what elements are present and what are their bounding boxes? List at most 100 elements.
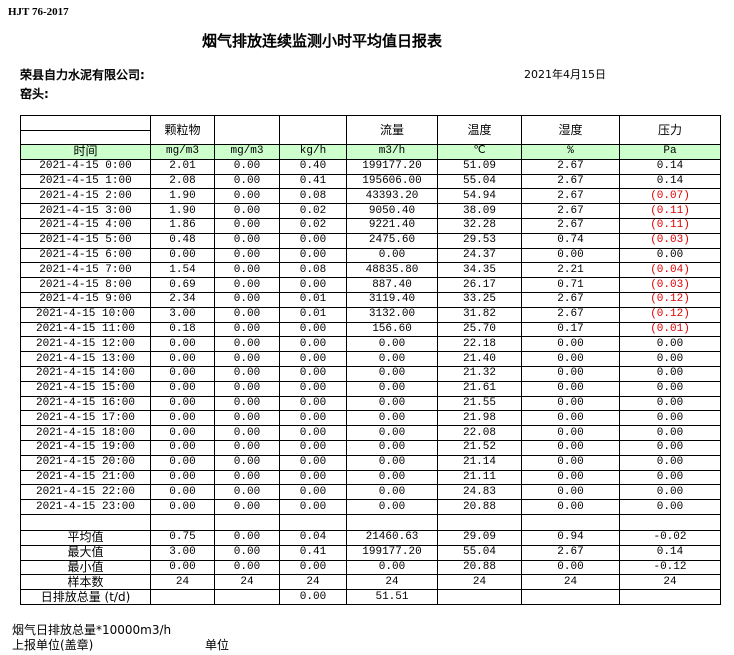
cell-temperature: 55.04 — [437, 173, 522, 190]
header-corner-cell — [20, 115, 151, 145]
summary-particulate: 24 — [150, 574, 215, 591]
summary-label: 日排放总量 (t/d) — [20, 589, 151, 605]
unit-temperature: ℃ — [437, 144, 522, 160]
cell-temperature: 21.55 — [437, 395, 522, 412]
cell-humidity: 2.67 — [521, 173, 620, 190]
cell-humidity: 0.00 — [521, 395, 620, 412]
table-row: 2021-4-15 13:00 0.00 0.00 0.00 0.00 21.40 0.00… — [20, 351, 721, 367]
cell-flow: 43393.20 — [346, 188, 438, 205]
cell-particulate: 0.00 — [150, 395, 215, 412]
cell-temperature: 31.82 — [437, 306, 522, 323]
cell-mg-m3: 0.00 — [214, 499, 280, 515]
summary-humidity: 24 — [521, 574, 620, 591]
cell-particulate: 0.00 — [150, 484, 215, 501]
cell-mg-m3: 0.00 — [214, 469, 280, 486]
cell-kg-h: 0.02 — [279, 203, 347, 219]
cell-temperature: 21.40 — [437, 351, 522, 367]
cell-mg-m3: 0.00 — [214, 395, 280, 412]
cell-kg-h: 0.01 — [279, 291, 347, 308]
cell-flow: 9221.40 — [346, 217, 438, 234]
summary-label: 最大值 — [20, 544, 151, 561]
cell-temperature: 22.08 — [437, 425, 522, 441]
cell-flow: 0.00 — [346, 336, 438, 353]
table-row: 2021-4-15 1:00 2.08 0.00 0.41 195606.00 55.04… — [20, 173, 721, 190]
cell-kg-h: 0.41 — [279, 173, 347, 190]
table-row: 2021-4-15 20:00 0.00 0.00 0.00 0.00 21.14 0.00… — [20, 454, 721, 471]
cell-kg-h: 0.00 — [279, 336, 347, 353]
summary-humidity: 2.67 — [521, 544, 620, 561]
header-humidity: 湿度 — [521, 115, 620, 145]
blank-cell — [20, 513, 151, 531]
cell-humidity: 0.00 — [521, 499, 620, 515]
cell-time: 2021-4-15 9:00 — [20, 291, 151, 308]
cell-mg-m3: 0.00 — [214, 336, 280, 353]
summary-humidity: 0.94 — [521, 529, 620, 546]
report-date: 2021年4月15日 — [524, 68, 606, 81]
summary-mg-m3: 0.00 — [214, 529, 280, 546]
cell-pressure: 0.00 — [619, 336, 721, 353]
cell-particulate: 0.00 — [150, 351, 215, 367]
cell-mg-m3: 0.00 — [214, 439, 280, 456]
cell-time: 2021-4-15 10:00 — [20, 306, 151, 323]
summary-humidity — [521, 589, 620, 605]
reporter-label: 上报单位(盖章) — [12, 638, 94, 652]
cell-kg-h: 0.00 — [279, 321, 347, 338]
cell-time: 2021-4-15 6:00 — [20, 247, 151, 264]
unit-label: 单位 — [205, 638, 230, 652]
cell-time: 2021-4-15 7:00 — [20, 262, 151, 279]
cell-flow: 0.00 — [346, 425, 438, 441]
cell-temperature: 32.28 — [437, 217, 522, 234]
cell-pressure: (0.04) — [619, 262, 721, 279]
units-row: 时间 mg/m3 mg/m3 kg/h m3/h ℃% Pa — [20, 144, 721, 160]
cell-time: 2021-4-15 19:00 — [20, 439, 151, 456]
table-row: 2021-4-15 22:00 0.00 0.00 0.00 0.00 24.83 0.00… — [20, 484, 721, 501]
company-name: 荣县自力水泥有限公司: — [20, 68, 145, 82]
cell-mg-m3: 0.00 — [214, 484, 280, 501]
cell-flow: 0.00 — [346, 439, 438, 456]
cell-pressure: 0.00 — [619, 484, 721, 501]
cell-humidity: 2.67 — [521, 188, 620, 205]
cell-particulate: 2.34 — [150, 291, 215, 308]
table-row: 2021-4-15 5:00 0.48 0.00 0.00 2475.60 29.53 0.… — [20, 232, 721, 249]
cell-kg-h: 0.00 — [279, 277, 347, 293]
summary-flow: 199177.20 — [346, 544, 438, 561]
cell-pressure: 0.00 — [619, 439, 721, 456]
unit-time: 时间 — [20, 144, 151, 160]
table-row: 2021-4-15 17:00 0.00 0.00 0.00 0.00 21.98 0.00… — [20, 410, 721, 427]
cell-flow: 9050.40 — [346, 203, 438, 219]
cell-time: 2021-4-15 4:00 — [20, 217, 151, 234]
header-pressure: 压力 — [619, 115, 721, 145]
summary-particulate: 3.00 — [150, 544, 215, 561]
cell-kg-h: 0.01 — [279, 306, 347, 323]
cell-mg-m3: 0.00 — [214, 203, 280, 219]
cell-kg-h: 0.00 — [279, 380, 347, 397]
summary-label: 样本数 — [20, 574, 151, 591]
blank-cell — [346, 513, 438, 531]
cell-pressure: 0.00 — [619, 410, 721, 427]
cell-time: 2021-4-15 17:00 — [20, 410, 151, 427]
cell-pressure: (0.11) — [619, 203, 721, 219]
cell-temperature: 21.14 — [437, 454, 522, 471]
cell-flow: 0.00 — [346, 395, 438, 412]
cell-time: 2021-4-15 18:00 — [20, 425, 151, 441]
cell-flow: 0.00 — [346, 410, 438, 427]
cell-particulate: 0.00 — [150, 469, 215, 486]
cell-particulate: 0.00 — [150, 439, 215, 456]
header-kg-h — [279, 115, 347, 145]
table-row: 2021-4-15 8:00 0.69 0.00 0.00 887.40 26.17 0.7… — [20, 277, 721, 293]
cell-kg-h: 0.00 — [279, 365, 347, 382]
summary-temperature: 29.09 — [437, 529, 522, 546]
cell-particulate: 0.00 — [150, 425, 215, 441]
header-row: 颗粒物 流量 温度 湿度 压力 — [20, 115, 721, 145]
cell-time: 2021-4-15 12:00 — [20, 336, 151, 353]
summary-kg-h: 24 — [279, 574, 347, 591]
cell-humidity: 2.21 — [521, 262, 620, 279]
cell-mg-m3: 0.00 — [214, 351, 280, 367]
summary-mg-m3: 0.00 — [214, 544, 280, 561]
cell-flow: 0.00 — [346, 380, 438, 397]
footer-note: 烟气日排放总量*10000m3/h — [12, 623, 172, 637]
cell-particulate: 0.18 — [150, 321, 215, 338]
blank-row — [20, 513, 721, 531]
cell-mg-m3: 0.00 — [214, 262, 280, 279]
summary-flow: 21460.63 — [346, 529, 438, 546]
